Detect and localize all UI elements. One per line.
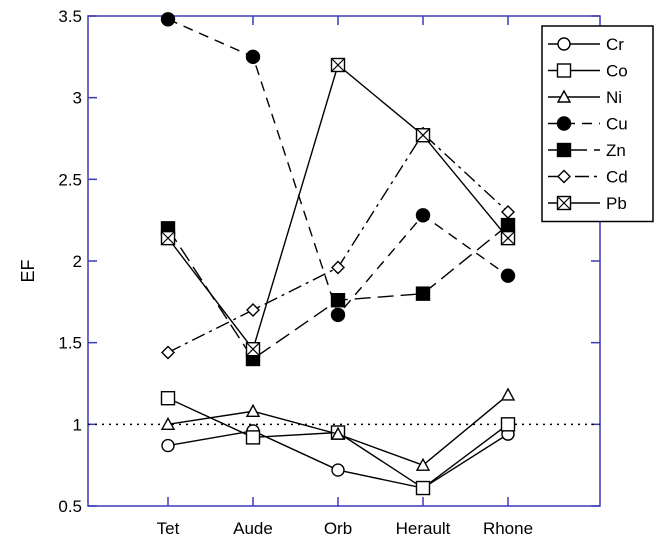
legend-label: Zn — [606, 141, 626, 160]
legend-label: Cu — [606, 115, 628, 134]
legend-marker — [556, 116, 572, 131]
point-cd — [501, 205, 515, 219]
point-pb — [330, 57, 346, 73]
point-co — [415, 480, 431, 496]
legend-label: Cr — [606, 35, 624, 54]
point-co — [245, 430, 261, 445]
series-zn — [160, 217, 516, 367]
legend-marker — [556, 195, 572, 211]
legend-marker — [556, 63, 572, 78]
y-tick-label: 3.5 — [58, 7, 82, 26]
marker-cross — [246, 342, 260, 357]
series-pb — [160, 57, 516, 357]
marker-cross — [161, 231, 175, 246]
y-tick-label: 1.5 — [58, 334, 82, 353]
legend-marker — [556, 142, 572, 158]
x-tick-label: Aude — [233, 519, 273, 538]
point-ni — [245, 403, 261, 417]
legend-item-cr: Cr — [548, 35, 624, 54]
y-tick-label: 2.5 — [58, 170, 82, 189]
point-co — [160, 391, 176, 406]
legend-item-zn: Zn — [548, 141, 626, 160]
point-cd — [331, 260, 345, 275]
point-pb — [160, 230, 176, 246]
series-ni — [160, 387, 516, 471]
legend-marker — [557, 37, 571, 51]
legend-item-cd: Cd — [548, 168, 628, 187]
y-axis-label: EF — [18, 259, 38, 282]
legend-marker — [556, 89, 572, 103]
point-ni — [500, 387, 516, 401]
point-zn — [500, 217, 516, 233]
legend-marker — [557, 169, 571, 184]
y-tick-label: 1 — [73, 415, 82, 434]
point-pb — [415, 128, 431, 143]
point-pb — [245, 342, 261, 357]
x-tick-label: Rhone — [483, 519, 533, 538]
series-cu — [160, 12, 516, 323]
legend-item-cu: Cu — [548, 115, 628, 134]
point-ni — [330, 426, 346, 440]
point-cu — [415, 208, 431, 223]
point-cr — [331, 463, 345, 477]
series-cd — [161, 126, 515, 360]
point-cd — [161, 345, 175, 360]
point-cu — [160, 12, 176, 27]
point-zn — [330, 293, 346, 308]
marker-cross — [557, 196, 571, 210]
point-ni — [415, 457, 431, 471]
y-axis: 0.5 1 1.5 2 2.5 3 3.5 — [58, 7, 600, 516]
point-cd — [246, 303, 260, 317]
legend-label: Co — [606, 62, 628, 81]
point-cr — [161, 438, 175, 453]
point-co — [500, 417, 516, 432]
series-co — [160, 391, 516, 496]
y-tick-label: 0.5 — [58, 497, 82, 516]
marker-cross — [331, 58, 345, 72]
x-tick-label: Orb — [324, 519, 352, 538]
legend-item-pb: Pb — [548, 194, 627, 213]
x-axis: Tet Aude Orb Herault Rhone — [157, 16, 533, 538]
point-pb — [500, 230, 516, 246]
legend-item-ni: Ni — [548, 88, 622, 107]
y-tick-label: 2 — [73, 252, 82, 271]
legend-label: Ni — [606, 88, 622, 107]
legend-label: Cd — [606, 168, 628, 187]
legend: Cr Co Ni Cu Zn Cd Pb — [541, 25, 654, 223]
point-cu — [500, 268, 516, 283]
point-zn — [415, 286, 431, 301]
point-cu — [330, 307, 346, 323]
series-line-zn — [167, 224, 509, 360]
legend-item-co: Co — [548, 62, 628, 81]
x-tick-label: Herault — [396, 519, 451, 538]
x-tick-label: Tet — [157, 519, 180, 538]
marker-cross — [416, 128, 430, 143]
point-cu — [245, 49, 261, 65]
legend-label: Pb — [606, 194, 627, 213]
point-ni — [160, 416, 176, 431]
marker-cross — [501, 231, 515, 246]
series-layer — [160, 12, 516, 496]
y-tick-label: 3 — [73, 89, 82, 108]
